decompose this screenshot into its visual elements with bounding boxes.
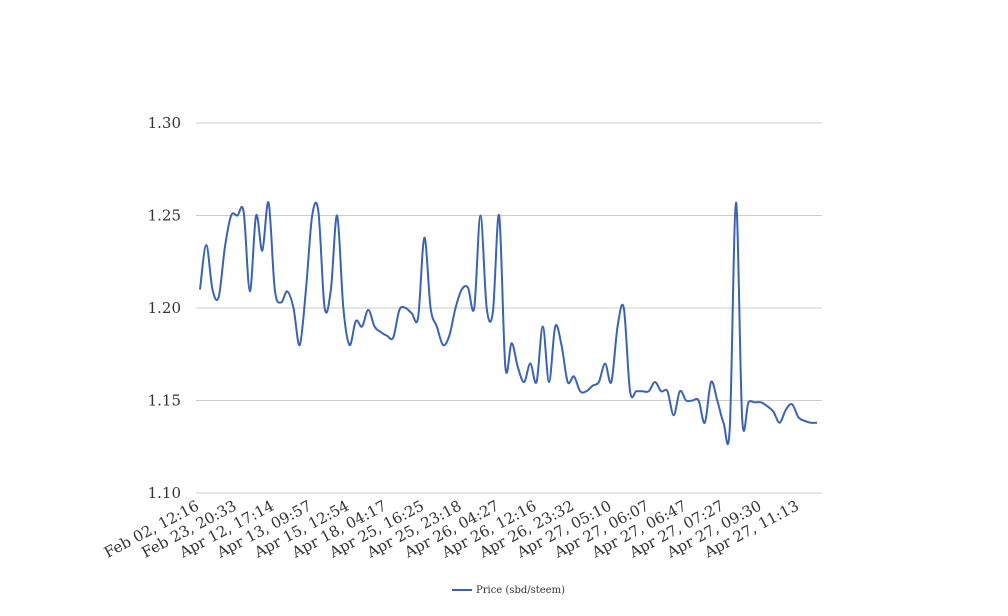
- series-line: [199, 201, 818, 446]
- legend: Price (sbd/steem): [452, 585, 565, 596]
- y-tick-label: 1.10: [148, 484, 181, 502]
- y-tick-label: 1.30: [148, 114, 181, 132]
- series-layer: [199, 201, 818, 446]
- y-tick-label: 1.20: [148, 299, 181, 317]
- y-axis-ticks: 1.10 1.15 1.20 1.25 1.30: [148, 114, 181, 502]
- legend-label: Price (sbd/steem): [476, 585, 565, 596]
- y-tick-label: 1.15: [148, 392, 181, 410]
- y-tick-label: 1.25: [148, 207, 181, 225]
